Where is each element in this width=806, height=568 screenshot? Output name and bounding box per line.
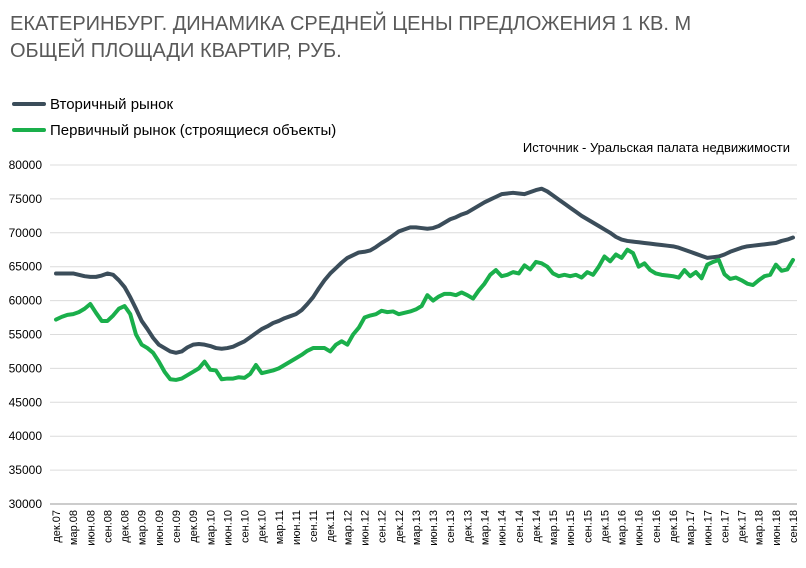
- y-tick-label: 65000: [9, 260, 43, 274]
- y-tick-label: 75000: [9, 192, 43, 206]
- x-tick-label: мар.11: [274, 510, 286, 544]
- x-tick-label: дек.12: [394, 510, 406, 543]
- x-tick-label: сен.18: [788, 510, 800, 543]
- x-tick-label: сен.17: [719, 510, 731, 543]
- x-tick-label: дек.16: [668, 510, 680, 543]
- x-tick-label: дек.15: [599, 510, 611, 543]
- x-tick-label: сен.11: [308, 510, 320, 542]
- x-tick-label: мар.18: [754, 510, 766, 545]
- x-tick-label: мар.16: [617, 510, 629, 545]
- x-tick-label: мар.17: [685, 510, 697, 545]
- x-tick-label: сен.16: [651, 510, 663, 543]
- x-tick-label: сен.15: [582, 510, 594, 543]
- x-tick-label: сен.13: [445, 510, 457, 543]
- y-tick-label: 45000: [9, 395, 43, 409]
- x-tick-label: дек.08: [120, 510, 132, 543]
- y-tick-label: 70000: [9, 226, 43, 240]
- x-tick-label: июн.17: [702, 510, 714, 546]
- x-tick-label: июн.09: [154, 510, 166, 546]
- x-tick-label: мар.12: [342, 510, 354, 545]
- source-note: Источник - Уральская палата недвижимости: [523, 140, 790, 155]
- x-tick-label: дек.17: [737, 510, 749, 543]
- x-tick-label: сен.14: [514, 510, 526, 543]
- y-tick-label: 50000: [9, 361, 43, 375]
- legend-label: Вторичный рынок: [50, 96, 173, 113]
- y-tick-label: 60000: [9, 294, 43, 308]
- x-tick-label: мар.13: [411, 510, 423, 545]
- x-tick-label: июн.08: [85, 510, 97, 546]
- x-tick-label: дек.09: [188, 510, 200, 543]
- x-tick-label: сен.09: [171, 510, 183, 543]
- x-tick-label: сен.12: [377, 510, 389, 543]
- x-tick-label: июн.10: [222, 510, 234, 546]
- x-tick-label: мар.08: [68, 510, 80, 545]
- x-tick-label: дек.11: [325, 510, 337, 542]
- x-tick-label: июн.18: [771, 510, 783, 546]
- x-tick-label: июн.16: [634, 510, 646, 546]
- series-line: [54, 186, 795, 355]
- y-tick-label: 80000: [9, 158, 43, 172]
- x-tick-label: дек.07: [51, 510, 63, 543]
- x-tick-label: мар.15: [548, 510, 560, 545]
- y-tick-label: 30000: [9, 497, 43, 511]
- x-tick-label: дек.14: [531, 510, 543, 543]
- x-tick-label: июн.12: [360, 510, 372, 546]
- series-line: [54, 247, 795, 382]
- y-tick-label: 35000: [9, 463, 43, 477]
- x-tick-label: дек.13: [462, 510, 474, 543]
- x-tick-label: сен.08: [102, 510, 114, 543]
- y-tick-label: 40000: [9, 429, 43, 443]
- legend-label: Первичный рынок (строящиеся объекты): [50, 122, 336, 139]
- x-tick-label: сен.10: [240, 510, 252, 543]
- x-tick-label: мар.14: [479, 510, 491, 545]
- x-tick-label: июн.14: [497, 510, 509, 546]
- x-tick-label: июн.11: [291, 510, 303, 545]
- chart-title: ЕКАТЕРИНБУРГ. ДИНАМИКА СРЕДНЕЙ ЦЕНЫ ПРЕД…: [10, 11, 691, 62]
- x-tick-label: мар.10: [205, 510, 217, 545]
- x-tick-label: мар.09: [137, 510, 149, 545]
- y-tick-label: 55000: [9, 328, 43, 342]
- x-tick-label: дек.10: [257, 510, 269, 543]
- x-tick-label: июн.13: [428, 510, 440, 546]
- x-tick-label: июн.15: [565, 510, 577, 546]
